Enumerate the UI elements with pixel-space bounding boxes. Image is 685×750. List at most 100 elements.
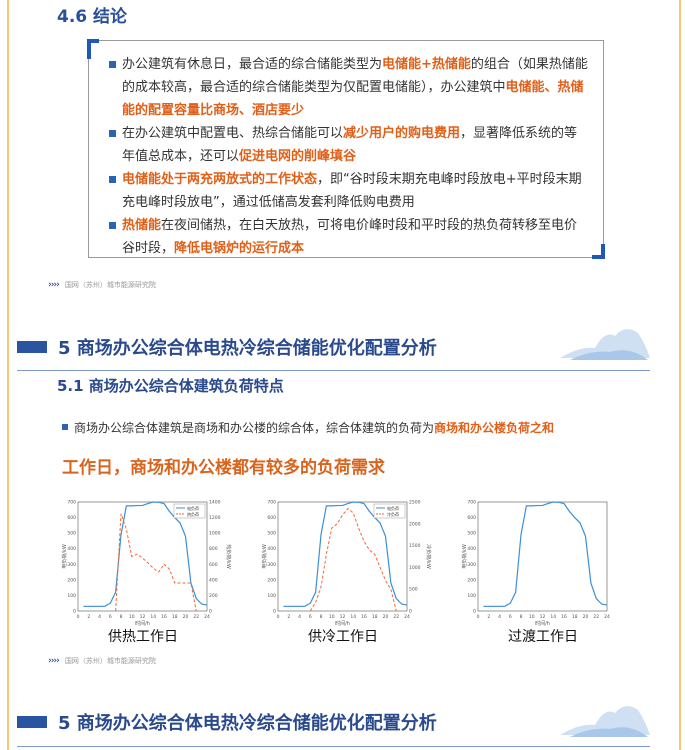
bullet-segment: 在办公建筑中配置电、热综合储能可以 [122,126,344,141]
chapter-title: 5 商场办公综合体电热冷综合储能优化配置分析 [58,338,437,359]
y-axis-label: 电负荷/kW [61,544,68,569]
x-tick-label: 2 [87,614,90,620]
x-tick-label: 18 [172,614,178,620]
x-tick-label: 14 [550,614,556,620]
x-tick-label: 16 [361,614,367,620]
x-tick-label: 6 [309,614,312,620]
chart-cooling-workday: 0 2 4 6 8 10 12 14 16 18 20 22 240100200300400500600… [261,500,432,628]
y2-axis-label: 热负荷/kW [225,544,232,569]
y2-tick-label: 0 [409,609,412,615]
x-tick-label: 14 [350,614,356,620]
chapter-header: 5 商场办公综合体电热冷综合储能优化配置分析 [17,334,437,360]
y-tick-label: 100 [467,593,476,599]
y-tick-label: 400 [267,546,276,552]
chapter-header: 5 商场办公综合体电热冷综合储能优化配置分析 [17,709,437,735]
y-axis-label: 电负荷/kW [261,544,268,569]
y2-tick-label: 1400 [209,500,221,506]
y-tick-label: 0 [273,609,276,615]
series-line-1 [115,513,197,612]
x-tick-label: 8 [320,614,323,620]
y-tick-label: 100 [67,593,76,599]
y2-tick-label: 0 [209,609,212,615]
y2-tick-label: 2000 [409,521,421,527]
page-border-left [7,0,9,750]
y-tick-label: 700 [267,500,276,506]
y2-tick-label: 1000 [409,565,421,571]
highlight-heading: 工作日，商场和办公楼都有较多的负荷需求 [62,458,385,478]
x-axis-label: 时间/h [135,620,150,627]
y2-tick-label: 200 [209,593,218,599]
x-tick-label: 18 [372,614,378,620]
x-tick-label: 22 [193,614,199,620]
chart-transition-workday: 0 2 4 6 8 10 12 14 16 18 20 22 240100200300400500600… [461,500,610,628]
y-tick-label: 500 [267,531,276,537]
mountain-decoration-icon [560,329,650,360]
y-tick-label: 700 [67,500,76,506]
plot-area [277,501,408,612]
bullet-text: 热储能在夜间储热，在白天放热，可将电价峰时段和平时段的热负荷转移至电价谷时段，降… [109,214,589,260]
slide-footer: ›››› 国网（苏州）城市能源研究院 [48,280,156,290]
corner-accent [87,39,99,59]
x-tick-label: 24 [404,614,410,620]
x-tick-label: 10 [529,614,535,620]
bullet-text: 商场办公综合体建筑是商场和办公楼的综合体，综合体建筑的负荷为 [74,421,435,435]
x-tick-label: 20 [383,614,389,620]
mountain-decoration-icon [560,706,650,737]
y-tick-label: 600 [467,515,476,521]
page-border-right [679,0,681,750]
y2-tick-label: 1200 [209,515,221,521]
series-line-0 [483,501,608,607]
bullet-text: 办公建筑有休息日，最合适的综合储能类型为电储能+热储能的组合（如果热储能的成本较… [109,53,589,122]
conclusion-box [88,40,604,258]
y-tick-label: 200 [267,577,276,583]
x-tick-label: 8 [520,614,523,620]
bullet-highlight: 热储能 [122,218,162,233]
conclusion-bullet: 办公建筑有休息日，最合适的综合储能类型为电储能+热储能的组合（如果热储能的成本较… [109,53,589,122]
divider [17,746,650,747]
y-tick-label: 300 [467,562,476,568]
x-tick-label: 2 [287,614,290,620]
slide-footer: ›››› 国网（苏州）城市能源研究院 [48,656,156,666]
chart-caption: 供热工作日 [108,629,178,645]
x-tick-label: 0 [477,614,480,620]
x-tick-label: 12 [340,614,346,620]
chart-caption: 过渡工作日 [508,629,578,645]
bullet-highlight: 电储能+热储能 [382,57,471,72]
y2-tick-label: 2500 [409,500,421,506]
chart-caption: 供冷工作日 [308,629,378,645]
legend-label: 电负荷 [187,505,199,511]
y-tick-label: 300 [267,562,276,568]
bullet-segment: 的组合（如果热储能的成本较高，最合适的综合储能类型为仅配置电储能），办公建筑中 [122,57,588,95]
y-tick-label: 0 [73,609,76,615]
series-line-0 [283,501,408,607]
y-tick-label: 400 [467,546,476,552]
y-tick-label: 200 [67,577,76,583]
x-tick-label: 4 [98,614,101,620]
chart-heating-workday: 0 2 4 6 8 10 12 14 16 18 20 22 240100200300400500600… [61,500,232,628]
legend-label: 电负荷 [387,505,399,511]
bullet-highlight: 电储能、热储能的配置容量比商场、酒店要少 [122,80,584,118]
bullet-icon [109,61,116,68]
divider [17,370,650,371]
x-axis-label: 时间/h [535,620,550,627]
y2-tick-label: 400 [209,577,218,583]
chevrons-icon: ›››› [48,656,60,666]
bullet-segment: 办公建筑有休息日，最合适的综合储能类型为 [122,57,383,72]
x-tick-label: 24 [604,614,610,620]
bullet-segment: ，显著降低系统的等年值总成本，还可以 [122,126,578,164]
x-tick-label: 6 [109,614,112,620]
y2-axis-label: 冷负荷/kW [425,544,432,569]
y-tick-label: 0 [473,609,476,615]
conclusion-bullet: 电储能处于两充两放式的工作状态，即“谷时段末期充电峰时段放电+平时段末期充电峰时… [109,168,589,214]
x-tick-label: 22 [393,614,399,620]
y2-tick-label: 1000 [209,531,221,537]
section-title: 4.6 结论 [57,7,128,27]
y-tick-label: 300 [67,562,76,568]
bullet-icon [62,424,68,430]
x-tick-label: 16 [561,614,567,620]
chapter-bar [17,716,47,728]
x-axis-label: 时间/h [335,620,350,627]
bullet-segment: ，即“谷时段末期充电峰时段放电+平时段末期充电峰时段放电”，通过低储高发套利降低… [122,172,582,210]
x-tick-label: 2 [487,614,490,620]
x-tick-label: 4 [298,614,301,620]
